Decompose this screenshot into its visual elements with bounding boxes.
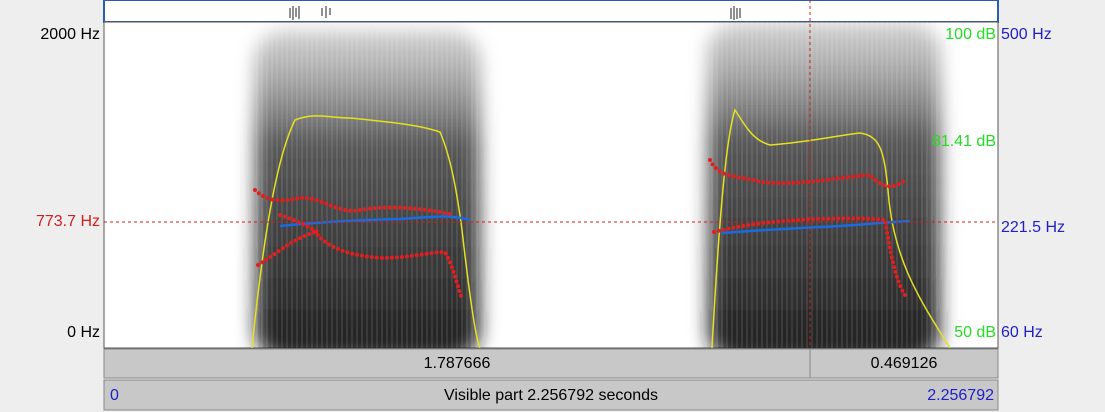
visible-end: 2.256792	[927, 387, 994, 404]
selection-left-cell[interactable]	[103, 348, 811, 379]
pitch-bottom: 60 Hz	[1001, 324, 1043, 341]
pitch-cursor: 221.5 Hz	[1001, 219, 1065, 236]
frequency-cursor: 773.7 Hz	[36, 213, 100, 230]
visible-start: 0	[110, 387, 119, 404]
selection-left-duration: 1.787666	[424, 355, 491, 372]
waveform-strip	[103, 0, 999, 23]
selection-right-cell[interactable]	[809, 348, 999, 379]
intensity-cursor: 81.41 dB	[932, 133, 996, 150]
selection-right-duration: 0.469126	[871, 355, 938, 372]
spectrogram	[251, 22, 951, 348]
visible-label: Visible part 2.256792 seconds	[444, 387, 658, 404]
pitch-top: 500 Hz	[1001, 26, 1052, 43]
frequency-top: 2000 Hz	[40, 26, 100, 43]
intensity-bottom: 50 dB	[954, 324, 996, 341]
intensity-top: 100 dB	[945, 26, 996, 43]
visible-bar[interactable]	[103, 379, 999, 411]
waveform-ticks	[289, 6, 741, 20]
frequency-bottom: 0 Hz	[67, 324, 100, 341]
